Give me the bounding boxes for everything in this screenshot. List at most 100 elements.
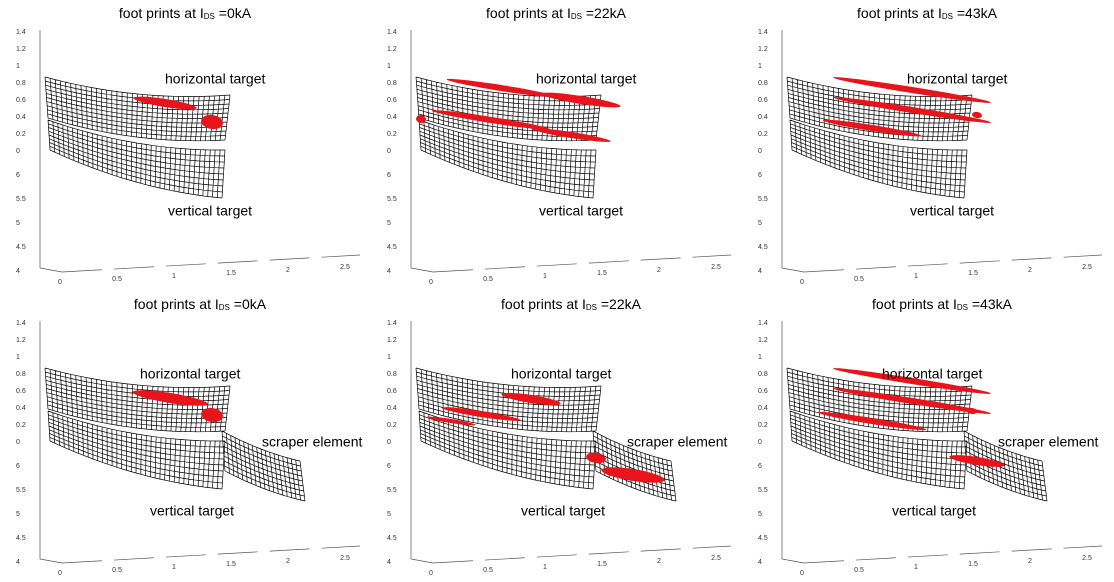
title-prefix: foot prints at I	[486, 5, 571, 21]
y-axis	[410, 267, 434, 273]
footprint	[967, 407, 977, 415]
y-tick-label: 4	[16, 559, 20, 566]
footprint	[541, 92, 621, 108]
footprint	[201, 407, 223, 423]
scraper-mesh	[221, 430, 306, 502]
footprint	[426, 416, 476, 426]
title-subscript: DS	[586, 303, 597, 312]
y-tick-label: 4.5	[387, 535, 397, 542]
y-tick-label: 5.5	[758, 487, 768, 494]
panel-title: foot prints at IDS =43kA	[872, 296, 1013, 312]
y-tick-label: 5.5	[387, 196, 397, 203]
y-tick-label: 4.5	[758, 535, 768, 542]
horizontal-target-mesh	[786, 76, 973, 142]
y-tick-label: 5.5	[16, 487, 26, 494]
horizontal-target-label: horizontal target	[536, 71, 637, 87]
z-tick-label: 0.8	[16, 80, 26, 87]
z-tick-label: 1	[16, 63, 20, 70]
x-tick-label: 1.5	[968, 561, 978, 568]
footprint	[601, 467, 665, 483]
vertical-target-mesh	[418, 410, 597, 490]
y-tick-label: 5	[387, 511, 391, 518]
title-subscript: DS	[204, 12, 215, 21]
vertical-target-label: vertical target	[150, 503, 234, 519]
y-tick-label: 4.5	[16, 535, 26, 542]
footprint	[201, 114, 223, 130]
z-tick-label: 0.4	[758, 405, 768, 412]
horizontal-target-mesh	[415, 367, 602, 433]
z-tick-label: 0	[16, 439, 20, 446]
z-tick-label: 1	[387, 63, 391, 70]
footprint	[133, 96, 197, 110]
y-tick-label: 5	[758, 511, 762, 518]
title-prefix: foot prints at I	[857, 5, 942, 21]
y-tick-label: 6	[758, 172, 762, 179]
x-tick-label: 0	[429, 570, 433, 577]
y-tick-label: 6	[387, 463, 391, 470]
footprint	[972, 111, 982, 119]
z-tick-label: 0	[758, 148, 762, 155]
z-tick-label: 0	[16, 148, 20, 155]
footprint	[822, 119, 922, 137]
vertical-target-mesh	[418, 119, 597, 199]
title-subscript: DS	[942, 12, 953, 21]
x-tick-label: 2.5	[340, 264, 350, 271]
panel-title: foot prints at IDS =0kA	[134, 296, 267, 312]
x-tick-label: 2	[286, 267, 290, 274]
title-suffix: =43kA	[953, 5, 998, 21]
x-tick-label: 0.5	[483, 567, 493, 574]
y-axis	[39, 267, 63, 273]
title-suffix: =43kA	[968, 296, 1013, 312]
x-tick-label: 1	[543, 564, 547, 571]
z-tick-label: 0.8	[387, 371, 397, 378]
x-tick-label: 1	[914, 564, 918, 571]
y-tick-label: 5	[758, 220, 762, 227]
z-tick-label: 1.4	[387, 29, 397, 36]
horizontal-target-label: horizontal target	[511, 366, 612, 382]
title-subscript: DS	[219, 303, 230, 312]
z-tick-label: 0	[387, 148, 391, 155]
z-tick-label: 0.6	[387, 97, 397, 104]
z-tick-label: 1.2	[16, 337, 26, 344]
x-tick-label: 0	[58, 279, 62, 286]
title-suffix: =22kA	[597, 296, 642, 312]
y-tick-label: 4	[387, 268, 391, 275]
y-tick-label: 5	[387, 220, 391, 227]
y-tick-label: 4.5	[16, 244, 26, 251]
y-tick-label: 6	[758, 463, 762, 470]
scraper-label: scraper element	[262, 434, 362, 450]
footprint	[501, 392, 561, 406]
footprint	[132, 390, 208, 406]
z-tick-label: 0.8	[758, 371, 768, 378]
horizontal-target-label: horizontal target	[140, 366, 241, 382]
panel: foot prints at IDS =43kA 1.4 1.2 1 0.8 0.6 0.4…	[758, 296, 1103, 577]
title-subscript: DS	[957, 303, 968, 312]
horizontal-target-label: horizontal target	[882, 366, 983, 382]
x-tick-label: 2.5	[711, 555, 721, 562]
z-tick-label: 1.2	[387, 337, 397, 344]
footprint	[832, 388, 992, 414]
z-tick-label: 1	[758, 63, 762, 70]
y-tick-label: 4	[387, 559, 391, 566]
z-tick-label: 0.2	[387, 131, 397, 138]
panel: foot prints at IDS =0kA 1.4 1.2 1 0.8 0.6 0.4 0…	[16, 296, 362, 577]
z-tick-label: 0.6	[16, 97, 26, 104]
z-tick-label: 0.4	[16, 114, 26, 121]
z-tick-label: 0.6	[387, 388, 397, 395]
x-tick-label: 0.5	[854, 276, 864, 283]
x-axis	[803, 254, 1103, 273]
x-tick-label: 0.5	[112, 567, 122, 574]
z-tick-label: 0	[758, 439, 762, 446]
y-tick-label: 5	[16, 220, 20, 227]
x-tick-label: 2.5	[1082, 264, 1092, 271]
y-axis	[781, 267, 805, 273]
x-tick-label: 1	[914, 273, 918, 280]
footprint	[531, 128, 611, 142]
vertical-target-label: vertical target	[521, 503, 605, 519]
horizontal-target-label: horizontal target	[907, 71, 1008, 87]
title-suffix: =0kA	[215, 5, 252, 21]
z-tick-label: 0.2	[758, 422, 768, 429]
title-suffix: =0kA	[230, 296, 267, 312]
panel: foot prints at IDS =0kA 1.4 1.2 1 0.8 0.6 0.4 0…	[16, 5, 361, 286]
panel-title: foot prints at IDS =22kA	[486, 5, 627, 21]
